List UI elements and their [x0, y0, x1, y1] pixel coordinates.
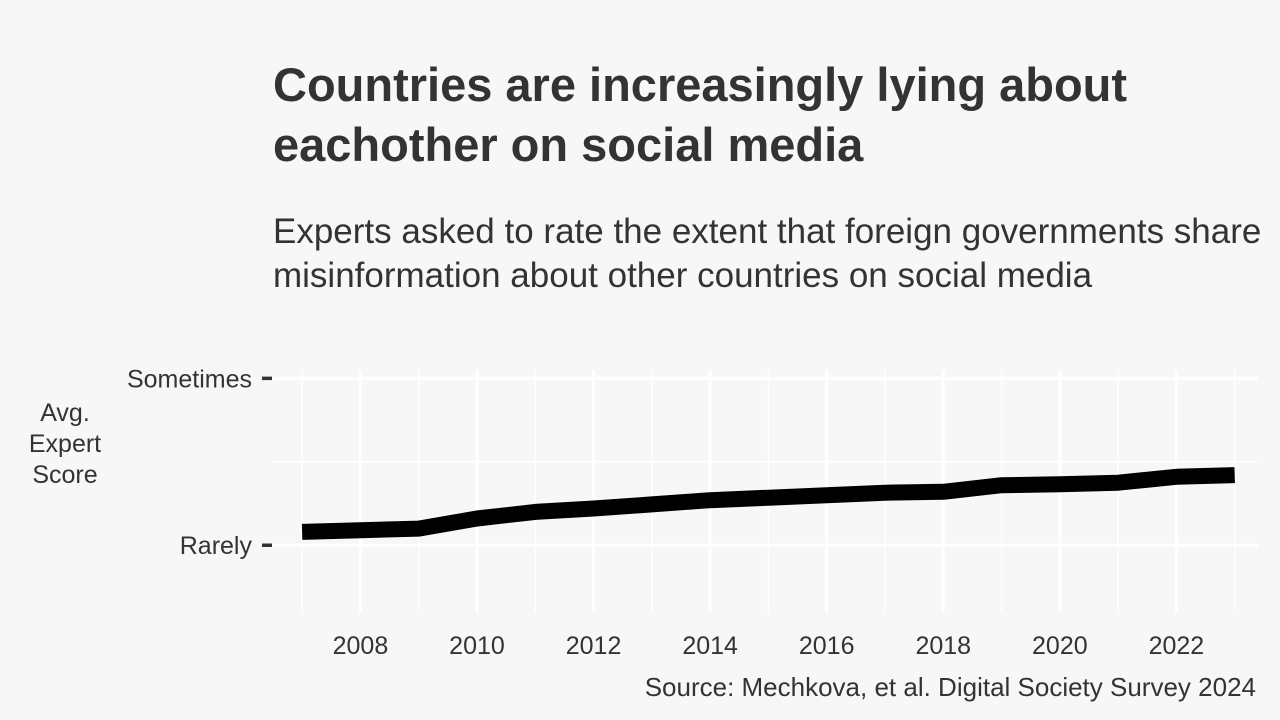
y-tick-label: Sometimes: [127, 365, 252, 393]
series-layer: [301, 467, 1235, 540]
x-tick-label: 2016: [799, 632, 855, 660]
x-tick-label: 2022: [1149, 632, 1205, 660]
series-line: [301, 467, 1235, 540]
y-axis-label: Avg. Expert Score: [28, 399, 102, 489]
minor-gridlines: [273, 370, 1258, 612]
source-caption: Source: Mechkova, et al. Digital Society…: [644, 672, 1256, 702]
x-tick-label: 2014: [682, 632, 738, 660]
x-tick-label: 2020: [1032, 632, 1088, 660]
y-tick-label: Rarely: [180, 532, 253, 560]
x-axis: 2008 2010 2012 2014 2016 2018 2020 2022: [333, 632, 1205, 660]
x-tick-label: 2010: [449, 632, 505, 660]
chart-title: Countries are increasingly lying about e…: [273, 58, 1128, 171]
x-tick-label: 2012: [566, 632, 622, 660]
y-axis: Rarely Sometimes: [127, 365, 272, 560]
x-tick-label: 2018: [915, 632, 971, 660]
chart-subtitle: Experts asked to rate the extent that fo…: [273, 212, 1262, 295]
x-tick-label: 2008: [333, 632, 389, 660]
